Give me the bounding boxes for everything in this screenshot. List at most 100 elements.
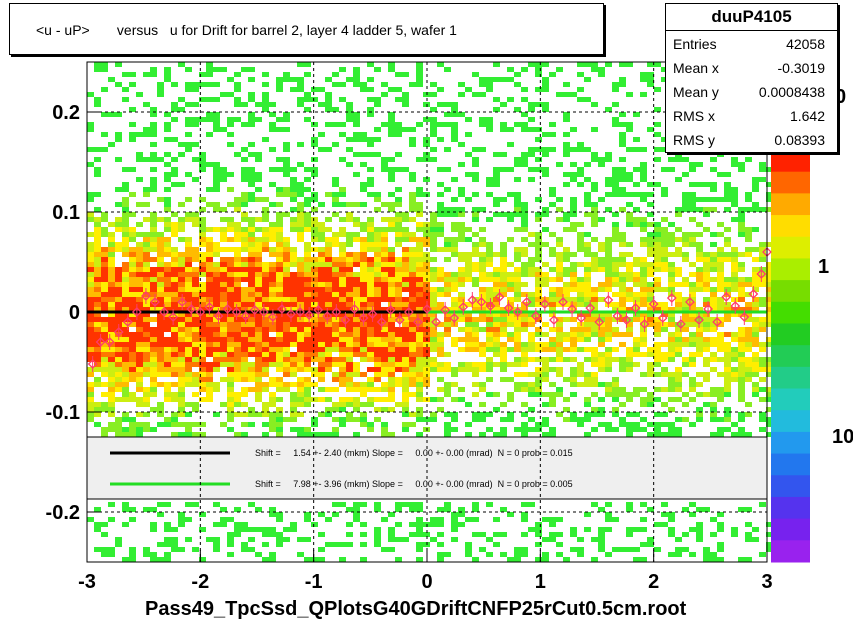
heatmap-cell bbox=[304, 397, 311, 402]
heatmap-cell bbox=[115, 137, 122, 142]
heatmap-cell bbox=[661, 227, 668, 232]
heatmap-cell bbox=[164, 137, 171, 142]
heatmap-cell bbox=[269, 552, 276, 557]
heatmap-cell bbox=[430, 367, 437, 372]
heatmap-cell bbox=[661, 372, 668, 377]
heatmap-cell bbox=[416, 72, 423, 77]
heatmap-cell bbox=[703, 402, 710, 407]
heatmap-cell bbox=[94, 167, 101, 172]
heatmap-cell bbox=[220, 207, 227, 212]
heatmap-cell bbox=[437, 507, 444, 512]
heatmap-cell bbox=[472, 327, 479, 332]
heatmap-cell bbox=[157, 287, 164, 292]
heatmap-cell bbox=[122, 202, 129, 207]
heatmap-cell bbox=[143, 337, 150, 342]
heatmap-cell bbox=[479, 382, 486, 387]
heatmap-cell bbox=[738, 357, 745, 362]
heatmap-cell bbox=[689, 262, 696, 267]
heatmap-cell bbox=[388, 167, 395, 172]
heatmap-cell bbox=[276, 297, 283, 302]
heatmap-cell bbox=[220, 377, 227, 382]
heatmap-cell bbox=[332, 362, 339, 367]
heatmap-cell bbox=[353, 137, 360, 142]
heatmap-cell bbox=[171, 257, 178, 262]
heatmap-cell bbox=[710, 297, 717, 302]
heatmap-cell bbox=[234, 97, 241, 102]
heatmap-cell bbox=[234, 207, 241, 212]
heatmap-cell bbox=[290, 337, 297, 342]
heatmap-cell bbox=[304, 92, 311, 97]
heatmap-cell bbox=[227, 377, 234, 382]
heatmap-cell bbox=[332, 302, 339, 307]
heatmap-cell bbox=[381, 252, 388, 257]
heatmap-cell bbox=[556, 237, 563, 242]
heatmap-cell bbox=[276, 87, 283, 92]
heatmap-cell bbox=[465, 552, 472, 557]
heatmap-cell bbox=[514, 347, 521, 352]
heatmap-cell bbox=[192, 222, 199, 227]
heatmap-cell bbox=[171, 412, 178, 417]
heatmap-cell bbox=[290, 207, 297, 212]
heatmap-cell bbox=[759, 427, 766, 432]
heatmap-cell bbox=[94, 342, 101, 347]
heatmap-cell bbox=[122, 342, 129, 347]
heatmap-cell bbox=[325, 287, 332, 292]
heatmap-cell bbox=[108, 262, 115, 267]
heatmap-cell bbox=[591, 412, 598, 417]
heatmap-cell bbox=[654, 262, 661, 267]
heatmap-cell bbox=[122, 557, 129, 562]
heatmap-cell bbox=[360, 352, 367, 357]
heatmap-cell bbox=[703, 347, 710, 352]
heatmap-cell bbox=[612, 182, 619, 187]
heatmap-cell bbox=[675, 352, 682, 357]
heatmap-cell bbox=[374, 257, 381, 262]
heatmap-cell bbox=[192, 177, 199, 182]
heatmap-cell bbox=[332, 212, 339, 217]
heatmap-cell bbox=[682, 322, 689, 327]
heatmap-cell bbox=[584, 317, 591, 322]
heatmap-cell bbox=[311, 287, 318, 292]
heatmap-cell bbox=[675, 337, 682, 342]
heatmap-cell bbox=[164, 347, 171, 352]
heatmap-cell bbox=[248, 337, 255, 342]
heatmap-cell bbox=[360, 402, 367, 407]
heatmap-cell bbox=[157, 332, 164, 337]
heatmap-cell bbox=[479, 207, 486, 212]
profile-marker bbox=[367, 309, 378, 319]
heatmap-cell bbox=[136, 272, 143, 277]
heatmap-cell bbox=[668, 382, 675, 387]
heatmap-cell bbox=[157, 82, 164, 87]
heatmap-cell bbox=[591, 217, 598, 222]
heatmap-cell bbox=[619, 547, 626, 552]
heatmap-cell bbox=[675, 547, 682, 552]
heatmap-cell bbox=[486, 277, 493, 282]
heatmap-cell bbox=[346, 542, 353, 547]
heatmap-cell bbox=[668, 517, 675, 522]
heatmap-cell bbox=[710, 532, 717, 537]
heatmap-cell bbox=[283, 312, 290, 317]
heatmap-cell bbox=[304, 387, 311, 392]
heatmap-cell bbox=[178, 362, 185, 367]
heatmap-cell bbox=[605, 287, 612, 292]
heatmap-cell bbox=[451, 302, 458, 307]
heatmap-cell bbox=[563, 142, 570, 147]
heatmap-cell bbox=[234, 272, 241, 277]
heatmap-cell bbox=[297, 97, 304, 102]
heatmap-cell bbox=[584, 417, 591, 422]
heatmap-cell bbox=[619, 302, 626, 307]
heatmap-cell bbox=[507, 377, 514, 382]
heatmap-cell bbox=[283, 317, 290, 322]
heatmap-cell bbox=[598, 282, 605, 287]
heatmap-cell bbox=[136, 152, 143, 157]
heatmap-cell bbox=[472, 367, 479, 372]
heatmap-cell bbox=[458, 112, 465, 117]
heatmap-cell bbox=[528, 242, 535, 247]
heatmap-cell bbox=[486, 257, 493, 262]
heatmap-cell bbox=[409, 257, 416, 262]
heatmap-cell bbox=[367, 182, 374, 187]
heatmap-cell bbox=[605, 272, 612, 277]
heatmap-cell bbox=[213, 382, 220, 387]
heatmap-cell bbox=[542, 422, 549, 427]
heatmap-cell bbox=[710, 187, 717, 192]
heatmap-cell bbox=[633, 527, 640, 532]
